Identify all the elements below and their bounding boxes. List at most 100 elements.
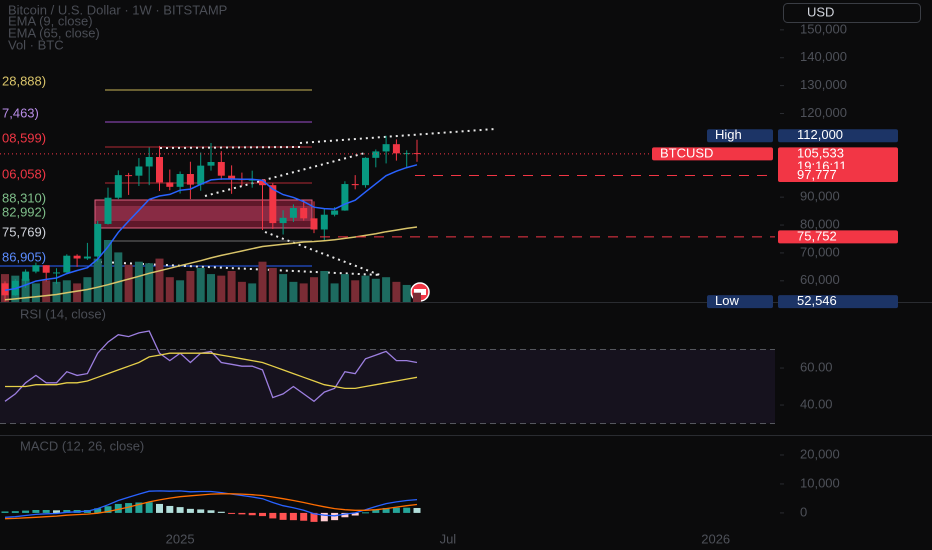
price-label-name: Low bbox=[715, 293, 739, 308]
y-tick-label: 130,000 bbox=[800, 77, 847, 92]
volume-bar bbox=[402, 284, 411, 302]
candle-body bbox=[145, 156, 153, 167]
histogram-bar bbox=[94, 508, 102, 513]
x-tick-label: 2025 bbox=[166, 531, 195, 546]
y-tick-label: 120,000 bbox=[800, 105, 847, 120]
histogram-bar bbox=[279, 512, 287, 520]
candle-body bbox=[186, 174, 194, 185]
volume-bar bbox=[340, 274, 349, 302]
drawing-label: 7,463) bbox=[2, 105, 39, 120]
candle-body bbox=[300, 208, 308, 219]
candle-body bbox=[135, 166, 143, 176]
price-label-name-box bbox=[707, 129, 773, 143]
price-label: 75,752 bbox=[797, 228, 837, 243]
price-label-name: BTCUSD bbox=[660, 145, 713, 160]
candle-body bbox=[114, 175, 122, 198]
histogram-bar bbox=[186, 508, 194, 513]
histogram-bar bbox=[238, 512, 246, 515]
candle-body bbox=[207, 162, 215, 166]
y-tick-label: 60.00 bbox=[800, 359, 833, 374]
price-label-box bbox=[778, 230, 898, 244]
histogram-bar bbox=[156, 503, 163, 513]
volume-bar bbox=[73, 283, 82, 302]
histogram-bar bbox=[22, 510, 30, 513]
volume-bar bbox=[217, 275, 226, 302]
volume-bar bbox=[351, 280, 360, 302]
candle-body bbox=[166, 182, 174, 187]
drawing-label: 06,058) bbox=[2, 166, 46, 181]
histogram-bar bbox=[53, 510, 60, 513]
histogram-bar bbox=[145, 502, 153, 513]
volume-bar bbox=[31, 283, 40, 302]
histogram-bar bbox=[104, 506, 112, 513]
candle-body bbox=[176, 174, 184, 187]
candle-body bbox=[83, 256, 91, 259]
candle-body bbox=[22, 271, 30, 281]
histogram-bar bbox=[259, 512, 266, 517]
candle-body bbox=[217, 162, 225, 176]
histogram-bar bbox=[341, 512, 349, 518]
y-tick-label: 140,000 bbox=[800, 49, 847, 64]
histogram-bar bbox=[403, 507, 411, 513]
histogram-bar bbox=[351, 512, 359, 516]
indicator-line bbox=[4, 490, 418, 518]
drawing-label: 08,599) bbox=[2, 130, 46, 145]
candle-body bbox=[228, 175, 236, 180]
histogram-bar bbox=[11, 511, 19, 513]
indicator-line bbox=[4, 164, 418, 292]
trend-line bbox=[204, 152, 366, 197]
currency-button[interactable] bbox=[783, 3, 921, 23]
indicator-line bbox=[4, 493, 418, 520]
histogram-bar bbox=[228, 512, 236, 514]
y-tick-label: 80,000 bbox=[800, 216, 840, 231]
indicator-title: MACD (12, 26, close) bbox=[20, 438, 144, 453]
price-label-box bbox=[778, 129, 898, 143]
candle-body bbox=[382, 144, 390, 152]
trend-line bbox=[264, 231, 381, 276]
price-label-name-box bbox=[707, 295, 773, 309]
histogram-bar bbox=[114, 503, 122, 513]
histogram-bar bbox=[166, 505, 174, 513]
y-tick-label: 10,000 bbox=[800, 475, 840, 490]
volume-bar bbox=[114, 252, 123, 302]
volume-bar bbox=[21, 278, 30, 302]
histogram-bar bbox=[269, 512, 277, 519]
candle-body bbox=[392, 144, 400, 154]
price-label-box bbox=[778, 147, 898, 176]
volume-bar bbox=[186, 271, 195, 302]
candle-body bbox=[104, 197, 112, 224]
histogram-bar bbox=[42, 510, 50, 513]
volume-bar bbox=[330, 283, 339, 302]
histogram-bar bbox=[1, 511, 9, 513]
candle-body bbox=[279, 217, 287, 224]
histogram-bar bbox=[382, 507, 390, 513]
volume-bar bbox=[371, 278, 380, 302]
volume-bar bbox=[237, 281, 246, 302]
drawing-label: 28,888) bbox=[2, 73, 46, 88]
y-tick-label: 60,000 bbox=[800, 272, 840, 287]
histogram-bar bbox=[217, 511, 225, 513]
volume-bar bbox=[289, 281, 298, 302]
x-tick-label: 2026 bbox=[701, 531, 730, 546]
histogram-bar bbox=[300, 512, 308, 521]
candle-body bbox=[73, 255, 81, 259]
volume-bar bbox=[258, 261, 267, 302]
candle-body bbox=[403, 153, 411, 155]
candle-body bbox=[197, 165, 205, 185]
candle-body bbox=[156, 156, 163, 183]
candle-body bbox=[94, 223, 102, 257]
histogram-bar bbox=[197, 509, 205, 513]
volume-bar bbox=[299, 283, 308, 302]
candle-body bbox=[42, 265, 50, 273]
trend-line bbox=[299, 128, 496, 144]
volume-bar bbox=[268, 267, 277, 302]
volume-bar bbox=[310, 277, 318, 302]
price-label: 52,546 bbox=[797, 293, 837, 308]
volume-bar bbox=[227, 271, 236, 302]
histogram-bar bbox=[248, 512, 256, 516]
candle-body bbox=[63, 255, 71, 273]
price-label: 112,000 bbox=[797, 127, 843, 142]
event-flag-icon bbox=[414, 289, 426, 295]
